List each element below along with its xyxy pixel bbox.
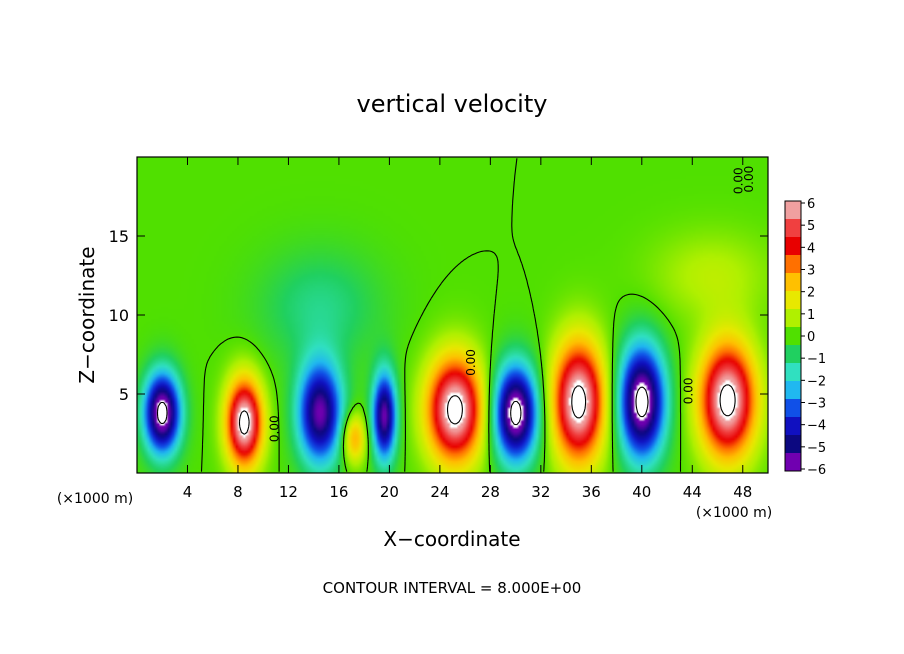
contour-lines: 0.000.000.000.000.00: [156, 158, 756, 472]
plot-area: 0.000.000.000.000.00 4 8 12 16 20 24 28 32 36 40 4…: [109, 156, 769, 501]
contour-label: 0.00: [267, 415, 281, 442]
x-tick-label: 12: [279, 483, 298, 501]
colorbar-tick-label: 6: [807, 197, 815, 212]
x-tick-label: 32: [531, 483, 550, 501]
colorbar-swatch: [785, 309, 801, 328]
contour-line: [200, 158, 682, 472]
x-tick-label: 28: [481, 483, 500, 501]
y-tick-label: 10: [109, 306, 129, 325]
colorbar-tick-label: 0: [807, 330, 815, 345]
colorbar-swatch: [785, 453, 801, 472]
y-tick-label: 5: [119, 385, 129, 404]
colorbar-swatch: [785, 255, 801, 274]
y-axis-label: Z−coordinate: [75, 246, 99, 383]
colorbar-swatch: [785, 273, 801, 292]
colorbar-swatch: [785, 219, 801, 238]
contour-label: 0.00: [681, 377, 695, 404]
x-tick-label: 44: [683, 483, 702, 501]
y-tick-label: 15: [109, 227, 129, 246]
chart-title: vertical velocity: [357, 90, 548, 118]
y-axis-ticks: 5 10 15: [109, 227, 768, 404]
x-tick-label: 40: [632, 483, 651, 501]
colorbar-tick-label: −5: [807, 441, 826, 456]
colorbar-tick-label: 3: [807, 264, 815, 279]
contour-label: 0.00: [742, 166, 756, 193]
x-tick-label: 36: [582, 483, 601, 501]
colorbar-tick-label: −1: [807, 352, 826, 367]
x-axis-label: X−coordinate: [383, 527, 520, 551]
colorbar-tick-label: 1: [807, 308, 815, 323]
contour-line: [238, 384, 736, 435]
x-tick-label: 20: [380, 483, 399, 501]
colorbar-tick-label: 2: [807, 286, 815, 301]
colorbar-swatch: [785, 417, 801, 436]
contour-label: 0.00: [732, 167, 746, 194]
colorbar-swatch: [785, 201, 801, 220]
velocity-field-raster: [137, 157, 768, 473]
x-tick-label: 48: [733, 483, 752, 501]
x-tick-label: 16: [329, 483, 348, 501]
colorbar-swatch: [785, 363, 801, 382]
colorbar-tick-label: 4: [807, 241, 815, 256]
x-axis-ticks: 4 8 12 16 20 24 28 32 36 40 44 48: [183, 157, 752, 501]
colorbar-tick-label: 5: [807, 219, 815, 234]
x-unit-left: (×1000 m): [57, 491, 133, 507]
colorbar-swatch: [785, 327, 801, 346]
x-tick-label: 4: [183, 483, 193, 501]
colorbar: 6 5 4 3 2 1 0 −1 −2 −3 −4 −5 −6: [784, 197, 826, 478]
colorbar-tick-label: −6: [807, 463, 826, 478]
colorbar-swatch: [785, 291, 801, 310]
contour-line: [156, 386, 649, 426]
contour-label: 0.00: [464, 349, 478, 376]
colorbar-swatch: [785, 237, 801, 256]
colorbar-swatch: [785, 381, 801, 400]
colorbar-tick-label: −3: [807, 397, 826, 412]
x-unit-right: (×1000 m): [696, 505, 772, 521]
x-tick-label: 8: [233, 483, 243, 501]
colorbar-tick-label: −2: [807, 374, 826, 389]
x-tick-label: 24: [430, 483, 449, 501]
contour-interval-note: CONTOUR INTERVAL = 8.000E+00: [323, 579, 582, 597]
colorbar-swatch: [785, 345, 801, 364]
colorbar-tick-label: −4: [807, 419, 826, 434]
colorbar-swatch: [785, 399, 801, 418]
colorbar-swatch: [785, 435, 801, 454]
